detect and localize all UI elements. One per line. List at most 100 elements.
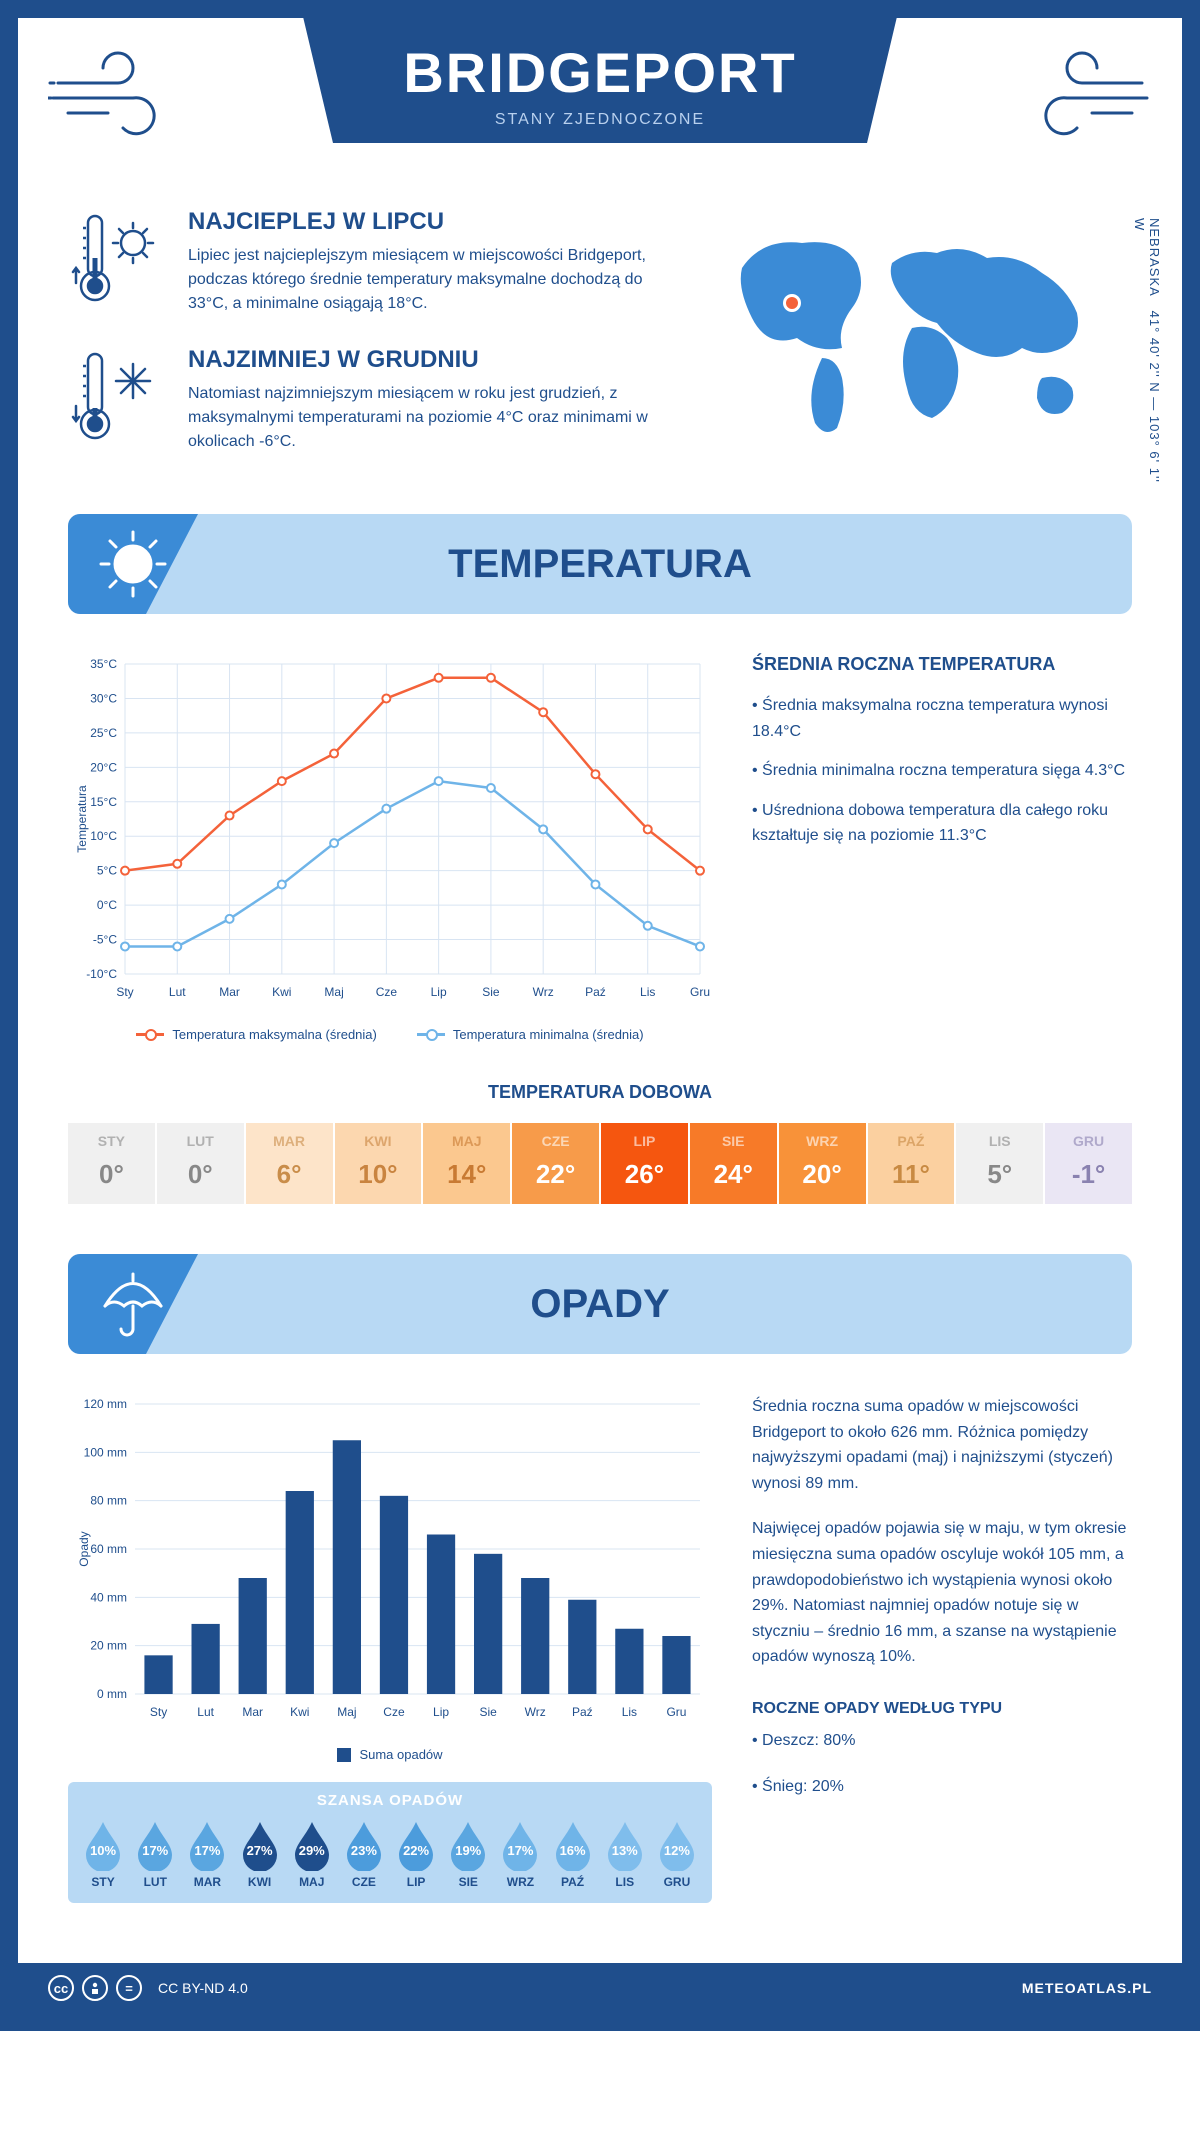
page-frame: BRIDGEPORT STANY ZJEDNOCZONE — [0, 0, 1200, 2031]
svg-text:60 mm: 60 mm — [90, 1542, 127, 1556]
month-cell: CZE22° — [512, 1123, 599, 1204]
chance-drop: 13% LIS — [600, 1819, 650, 1889]
svg-text:0 mm: 0 mm — [97, 1687, 127, 1701]
precipitation-bar-chart: 0 mm 20 mm 40 mm 60 mm 80 mm 100 mm 120 mm Sty L… — [68, 1394, 712, 1903]
svg-text:Wrz: Wrz — [533, 985, 554, 999]
svg-text:Temperatura: Temperatura — [75, 785, 89, 853]
svg-text:Sty: Sty — [116, 985, 133, 999]
by-icon — [82, 1975, 108, 2001]
chance-drop: 17% LUT — [130, 1819, 180, 1889]
svg-text:Sie: Sie — [482, 985, 500, 999]
svg-text:Maj: Maj — [324, 985, 343, 999]
svg-text:Lis: Lis — [640, 985, 655, 999]
month-cell: WRZ20° — [779, 1123, 866, 1204]
chance-drop: 23% CZE — [339, 1819, 389, 1889]
temperature-line-chart: -10°C -5°C 0°C 5°C 10°C 15°C 20°C 25°C 30°C 35°C S… — [68, 654, 712, 1042]
svg-text:Kwi: Kwi — [272, 985, 291, 999]
svg-text:80 mm: 80 mm — [90, 1494, 127, 1508]
chance-drop: 27% KWI — [235, 1819, 285, 1889]
svg-text:Paź: Paź — [585, 985, 606, 999]
coldest-title: NAJZIMNIEJ W GRUDNIU — [188, 346, 682, 374]
page-title: BRIDGEPORT — [403, 40, 796, 105]
footer: cc = CC BY-ND 4.0 METEOATLAS.PL — [18, 1963, 1182, 2013]
chance-drop: 17% WRZ — [495, 1819, 545, 1889]
svg-text:20 mm: 20 mm — [90, 1639, 127, 1653]
site-name: METEOATLAS.PL — [1022, 1980, 1152, 1996]
svg-text:Lip: Lip — [433, 1705, 449, 1719]
temperature-summary: ŚREDNIA ROCZNA TEMPERATURA • Średnia mak… — [752, 654, 1132, 1042]
month-cell: SIE24° — [690, 1123, 777, 1204]
svg-text:-10°C: -10°C — [86, 967, 117, 981]
thermometer-hot-icon — [68, 208, 168, 308]
svg-text:Sty: Sty — [150, 1705, 167, 1719]
temperature-header: TEMPERATURA — [68, 514, 1132, 614]
svg-text:Lip: Lip — [431, 985, 447, 999]
section-title: TEMPERATURA — [68, 542, 1132, 587]
svg-text:Paź: Paź — [572, 1705, 593, 1719]
world-map: NEBRASKA 41° 40' 2'' N — 103° 6' 1'' W — [712, 208, 1132, 484]
svg-text:Maj: Maj — [337, 1705, 356, 1719]
hottest-title: NAJCIEPLEJ W LIPCU — [188, 208, 682, 236]
type-bullet: • Deszcz: 80% — [752, 1728, 1132, 1754]
svg-text:35°C: 35°C — [90, 657, 117, 671]
svg-text:25°C: 25°C — [90, 726, 117, 740]
svg-text:Lut: Lut — [169, 985, 186, 999]
legend-item: .legend-swatch::after{border-color:inher… — [417, 1027, 644, 1042]
chance-drop: 29% MAJ — [287, 1819, 337, 1889]
precipitation-header: OPADY — [68, 1254, 1132, 1354]
hottest-block: NAJCIEPLEJ W LIPCU Lipiec jest najcieple… — [68, 208, 682, 316]
chance-drop: 12% GRU — [652, 1819, 702, 1889]
daily-temp-title: TEMPERATURA DOBOWA — [68, 1082, 1132, 1103]
thermometer-cold-icon — [68, 346, 168, 446]
wind-icon — [48, 43, 188, 143]
precipitation-summary: Średnia roczna suma opadów w miejscowośc… — [752, 1394, 1132, 1903]
svg-text:30°C: 30°C — [90, 691, 117, 705]
svg-text:Kwi: Kwi — [290, 1705, 309, 1719]
svg-text:40 mm: 40 mm — [90, 1590, 127, 1604]
cc-icon: cc — [48, 1975, 74, 2001]
month-cell: LIP26° — [601, 1123, 688, 1204]
wind-icon — [1012, 43, 1152, 143]
hottest-body: Lipiec jest najcieplejszym miesiącem w m… — [188, 244, 682, 316]
umbrella-icon — [93, 1264, 173, 1344]
intro-section: NAJCIEPLEJ W LIPCU Lipiec jest najcieple… — [68, 208, 1132, 484]
chance-drop: 16% PAŹ — [548, 1819, 598, 1889]
summary-bullet: • Średnia minimalna roczna temperatura s… — [752, 758, 1132, 784]
svg-text:0°C: 0°C — [97, 898, 117, 912]
month-cell: LIS5° — [956, 1123, 1043, 1204]
page-subtitle: STANY ZJEDNOCZONE — [403, 111, 796, 129]
svg-text:15°C: 15°C — [90, 795, 117, 809]
svg-text:Mar: Mar — [219, 985, 240, 999]
month-cell: KWI10° — [335, 1123, 422, 1204]
svg-text:Cze: Cze — [383, 1705, 405, 1719]
svg-text:100 mm: 100 mm — [84, 1445, 127, 1459]
month-cell: LUT0° — [157, 1123, 244, 1204]
month-cell: MAJ14° — [423, 1123, 510, 1204]
svg-text:Lut: Lut — [197, 1705, 214, 1719]
svg-text:Mar: Mar — [242, 1705, 263, 1719]
month-cell: PAŹ11° — [868, 1123, 955, 1204]
nd-icon: = — [116, 1975, 142, 2001]
svg-text:-5°C: -5°C — [93, 933, 117, 947]
header: BRIDGEPORT STANY ZJEDNOCZONE — [18, 18, 1182, 208]
chance-drop: 19% SIE — [443, 1819, 493, 1889]
coldest-block: NAJZIMNIEJ W GRUDNIU Natomiast najzimnie… — [68, 346, 682, 454]
month-cell: MAR6° — [246, 1123, 333, 1204]
svg-text:Opady: Opady — [77, 1531, 91, 1566]
svg-text:10°C: 10°C — [90, 829, 117, 843]
chance-drop: 22% LIP — [391, 1819, 441, 1889]
svg-text:Wrz: Wrz — [525, 1705, 546, 1719]
license-block: cc = CC BY-ND 4.0 — [48, 1975, 248, 2001]
svg-text:20°C: 20°C — [90, 760, 117, 774]
svg-text:Lis: Lis — [622, 1705, 637, 1719]
month-cell: STY0° — [68, 1123, 155, 1204]
svg-text:Sie: Sie — [479, 1705, 497, 1719]
sun-icon — [93, 524, 173, 604]
coldest-body: Natomiast najzimniejszym miesiącem w rok… — [188, 382, 682, 454]
legend-item: Suma opadów — [337, 1747, 442, 1762]
svg-text:120 mm: 120 mm — [84, 1397, 127, 1411]
svg-text:5°C: 5°C — [97, 864, 117, 878]
legend-item: .legend-swatch::after{border-color:inher… — [136, 1027, 376, 1042]
svg-text:Gru: Gru — [666, 1705, 686, 1719]
chance-drop: 10% STY — [78, 1819, 128, 1889]
